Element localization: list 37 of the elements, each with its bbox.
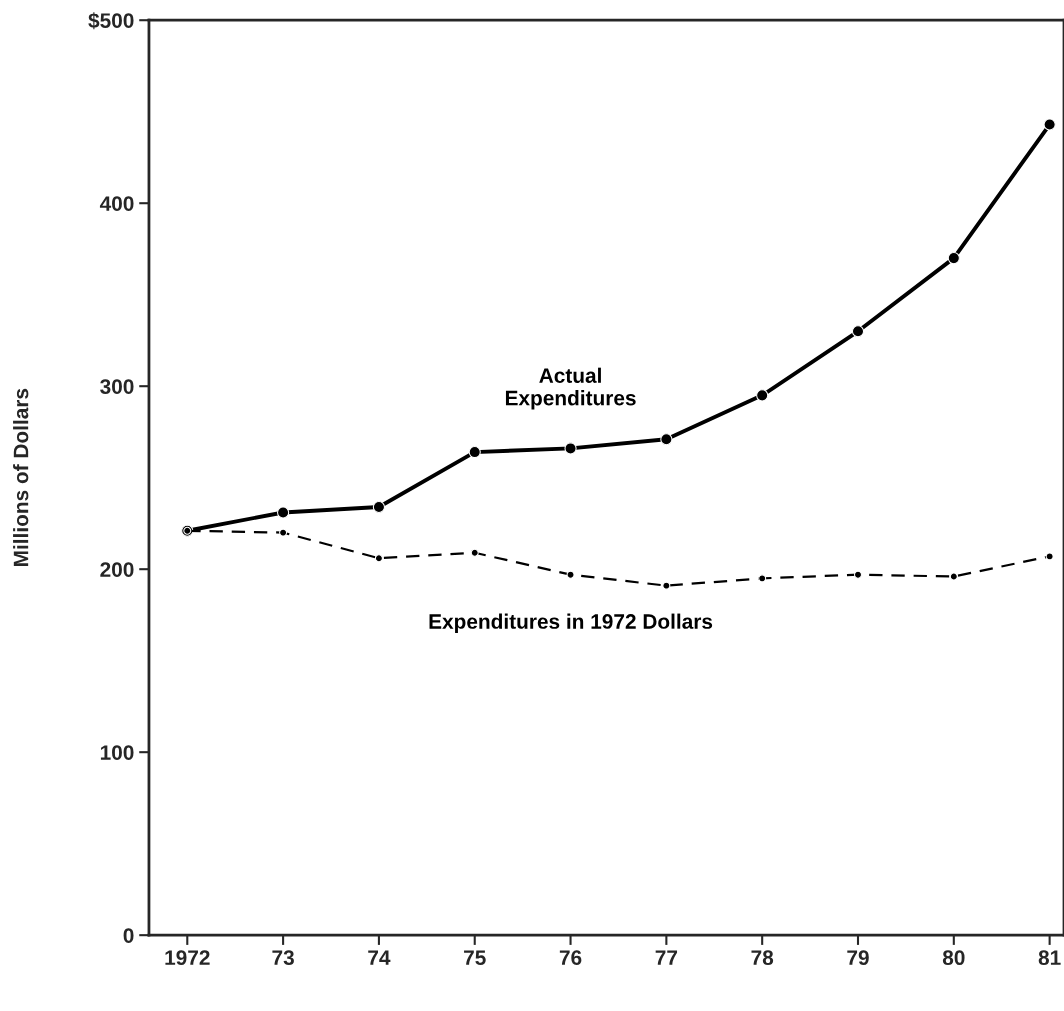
x-tick-label: 74: [368, 950, 391, 965]
point: [1045, 552, 1054, 561]
point: [468, 446, 481, 459]
point: [662, 581, 671, 590]
y-tick-label: 0: [123, 928, 134, 943]
x-tick-label: 80: [942, 950, 965, 966]
point: [758, 574, 767, 583]
point: [374, 554, 383, 563]
y-tick-label: 400: [99, 196, 134, 211]
y-tick-label: 100: [100, 745, 134, 760]
series-label: Actual Expenditures: [505, 367, 636, 410]
point: [564, 442, 577, 455]
point: [949, 572, 958, 581]
x-tick-label: 81: [1038, 950, 1061, 966]
point: [660, 433, 673, 446]
point: [851, 325, 865, 338]
point: [854, 570, 862, 579]
y-tick-label: 200: [100, 562, 134, 577]
point: [277, 506, 290, 519]
point: [372, 500, 385, 514]
point: [470, 548, 479, 557]
x-tick-label: 79: [847, 950, 869, 966]
x-tick-label: 75: [464, 950, 486, 966]
x-tick-label: 76: [559, 950, 582, 966]
point: [566, 570, 575, 579]
point: [756, 389, 769, 402]
y-axis-title: Millions of Dollars: [13, 388, 29, 566]
y-tick-label: 300: [100, 379, 134, 394]
y-tick-label: $500: [88, 12, 134, 30]
point: [947, 252, 960, 265]
series-label: Expenditures in 1972 Dollars: [429, 613, 713, 633]
x-tick-label: 77: [655, 950, 678, 965]
point: [1043, 118, 1056, 131]
x-tick-label: 78: [751, 950, 774, 966]
x-tick-label: 1972: [165, 950, 210, 966]
point: [279, 528, 288, 537]
x-tick-label: 73: [272, 950, 294, 966]
